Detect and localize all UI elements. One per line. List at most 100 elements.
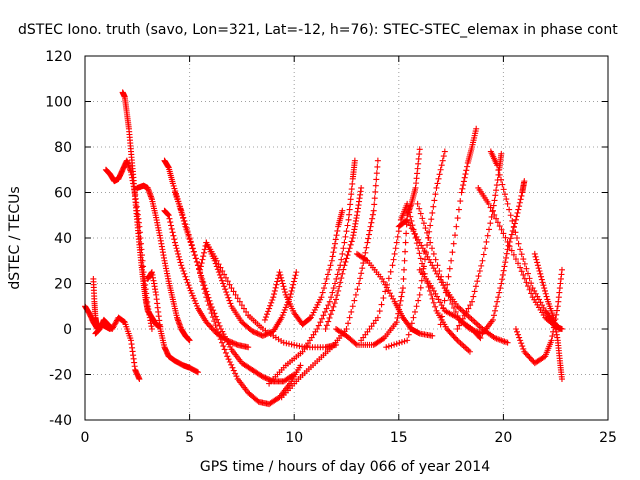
data-point bbox=[404, 200, 411, 207]
data-point bbox=[474, 278, 481, 285]
data-point bbox=[168, 222, 175, 229]
data-point bbox=[430, 203, 437, 210]
data-point bbox=[245, 344, 252, 351]
data-point bbox=[435, 175, 442, 182]
data-point bbox=[437, 166, 444, 173]
data-point bbox=[211, 318, 218, 325]
data-point bbox=[553, 311, 560, 318]
series-5 bbox=[119, 89, 164, 330]
data-point bbox=[428, 291, 435, 298]
data-point bbox=[271, 287, 278, 294]
data-point bbox=[453, 335, 460, 342]
data-point bbox=[223, 289, 230, 296]
data-point bbox=[192, 255, 199, 262]
data-point bbox=[501, 191, 508, 198]
data-point bbox=[462, 171, 469, 178]
data-point bbox=[288, 287, 295, 294]
data-point bbox=[202, 290, 209, 297]
data-point bbox=[392, 245, 399, 252]
data-point bbox=[511, 220, 518, 227]
data-point bbox=[188, 290, 195, 297]
data-point bbox=[500, 267, 507, 274]
data-point bbox=[448, 257, 455, 264]
data-point bbox=[326, 314, 333, 321]
data-point bbox=[228, 361, 235, 368]
data-point bbox=[227, 343, 234, 350]
data-point bbox=[213, 326, 220, 332]
data-point bbox=[181, 270, 188, 277]
data-point bbox=[521, 275, 528, 282]
data-point bbox=[187, 238, 194, 245]
data-point bbox=[225, 356, 232, 363]
data-point bbox=[529, 357, 536, 364]
data-point bbox=[444, 281, 451, 288]
data-point bbox=[495, 167, 502, 174]
data-point bbox=[447, 296, 454, 303]
data-point bbox=[398, 339, 405, 346]
data-point bbox=[226, 358, 233, 365]
data-point bbox=[520, 345, 527, 352]
data-point bbox=[493, 187, 500, 194]
data-point bbox=[311, 306, 318, 313]
data-point bbox=[176, 256, 183, 263]
data-point bbox=[363, 244, 370, 251]
data-point bbox=[136, 376, 143, 383]
data-point bbox=[330, 303, 337, 310]
data-point bbox=[293, 269, 300, 276]
data-point bbox=[224, 353, 231, 360]
data-point bbox=[346, 206, 353, 213]
data-point bbox=[498, 176, 505, 183]
data-point bbox=[522, 350, 529, 357]
data-point bbox=[230, 340, 237, 347]
data-point bbox=[434, 262, 441, 269]
data-point bbox=[416, 146, 423, 153]
data-point bbox=[343, 326, 350, 332]
data-point bbox=[496, 289, 503, 296]
data-point bbox=[402, 248, 409, 255]
data-point bbox=[168, 225, 175, 232]
data-point bbox=[534, 262, 541, 269]
data-point bbox=[243, 308, 250, 315]
data-point bbox=[542, 290, 549, 297]
data-point bbox=[216, 332, 223, 339]
data-point bbox=[438, 273, 445, 280]
data-point bbox=[287, 291, 294, 298]
data-point bbox=[278, 277, 285, 284]
data-point bbox=[325, 318, 332, 325]
data-point bbox=[408, 320, 415, 327]
data-point bbox=[204, 320, 211, 327]
series-2 bbox=[90, 275, 101, 330]
data-point bbox=[369, 215, 376, 222]
data-point bbox=[219, 277, 226, 284]
data-point bbox=[345, 216, 352, 223]
data-point bbox=[531, 250, 538, 257]
data-point bbox=[344, 222, 351, 229]
data-point bbox=[413, 240, 420, 247]
data-point bbox=[331, 280, 338, 287]
data-point bbox=[183, 224, 190, 231]
data-point bbox=[331, 300, 338, 307]
data-point bbox=[347, 196, 354, 203]
data-point bbox=[281, 286, 288, 293]
data-point bbox=[427, 239, 434, 246]
x-tick-label: 10 bbox=[285, 430, 303, 446]
data-point bbox=[288, 341, 295, 348]
data-point bbox=[418, 277, 425, 284]
data-point bbox=[415, 297, 422, 304]
data-point bbox=[207, 306, 214, 313]
data-point bbox=[449, 300, 456, 307]
data-point bbox=[482, 245, 489, 252]
data-point bbox=[512, 256, 519, 263]
data-point bbox=[280, 339, 287, 346]
data-point bbox=[262, 374, 269, 381]
data-point bbox=[197, 263, 204, 270]
data-point bbox=[401, 257, 408, 264]
data-point bbox=[507, 212, 514, 219]
data-point bbox=[517, 196, 524, 203]
series-11 bbox=[197, 239, 300, 339]
data-point bbox=[280, 283, 287, 290]
data-point bbox=[440, 153, 447, 160]
data-point bbox=[293, 342, 300, 349]
data-point bbox=[325, 302, 332, 309]
data-point bbox=[340, 245, 347, 252]
